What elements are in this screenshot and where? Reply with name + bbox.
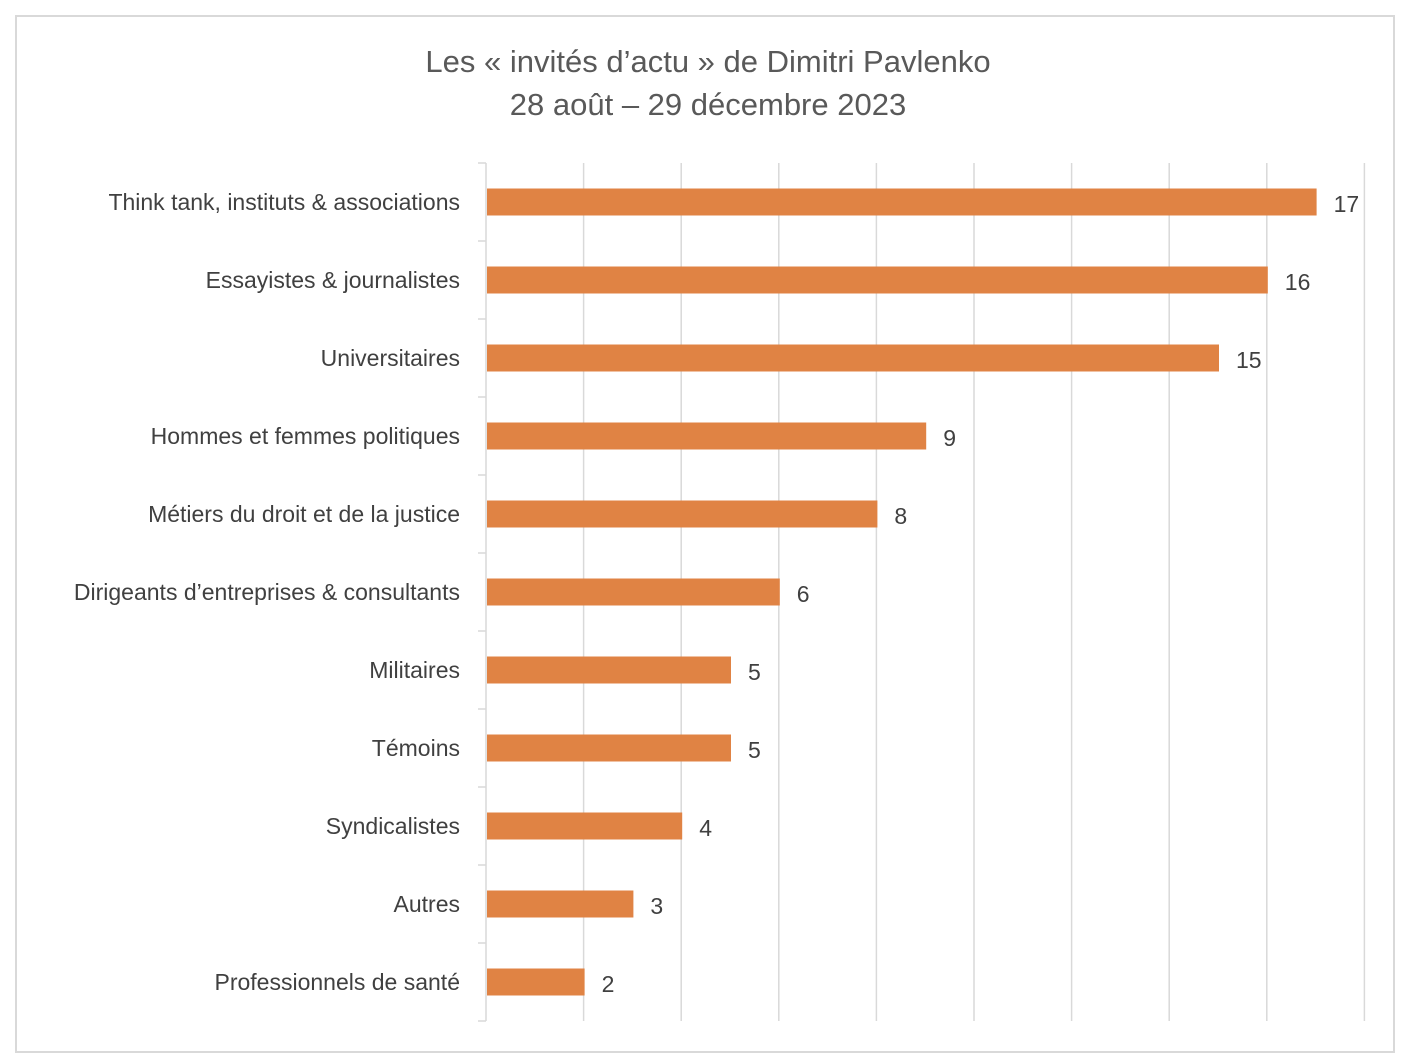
- category-label: Militaires: [369, 657, 460, 683]
- category-label: Métiers du droit et de la justice: [148, 501, 460, 527]
- bar: [487, 734, 731, 762]
- bar: [487, 656, 731, 684]
- bars: [487, 188, 1317, 996]
- bar: [487, 188, 1317, 216]
- data-label: 3: [650, 893, 663, 919]
- category-label: Universitaires: [321, 345, 460, 371]
- bar: [487, 890, 634, 918]
- bar: [487, 578, 780, 606]
- data-label: 5: [748, 737, 761, 763]
- chart-subtitle: 28 août – 29 décembre 2023: [509, 87, 907, 122]
- category-label: Think tank, instituts & associations: [108, 189, 460, 215]
- data-label: 5: [748, 659, 761, 685]
- chart-title-block: Les « invités d’actu » de Dimitri Pavlen…: [0, 40, 1416, 126]
- bar: [487, 812, 683, 840]
- category-label: Essayistes & journalistes: [206, 267, 460, 293]
- data-label: 2: [602, 971, 615, 997]
- data-label: 9: [943, 425, 956, 451]
- category-label: Hommes et femmes politiques: [151, 423, 460, 449]
- data-label: 4: [699, 815, 712, 841]
- category-label: Autres: [394, 891, 460, 917]
- bar: [487, 266, 1268, 294]
- category-axis: [478, 162, 487, 1022]
- data-label: 8: [894, 503, 907, 529]
- data-label: 15: [1236, 347, 1262, 373]
- chart-title: Les « invités d’actu » de Dimitri Pavlen…: [425, 44, 991, 79]
- category-label: Professionnels de santé: [215, 969, 461, 995]
- category-labels: Think tank, instituts & associations Essa…: [74, 189, 460, 995]
- bar: [487, 968, 585, 996]
- value-labels: 17 16 15 9 8 6 5 5 4 3 2: [602, 191, 1360, 997]
- data-label: 16: [1285, 269, 1311, 295]
- chart-area: [15, 15, 1395, 1053]
- data-label: 17: [1334, 191, 1360, 217]
- category-label: Syndicalistes: [326, 813, 460, 839]
- bar: [487, 500, 878, 528]
- data-label: 6: [797, 581, 810, 607]
- category-label: Témoins: [372, 735, 460, 761]
- bar: [487, 422, 927, 450]
- category-label: Dirigeants d’entreprises & consultants: [74, 579, 460, 605]
- bar: [487, 344, 1219, 372]
